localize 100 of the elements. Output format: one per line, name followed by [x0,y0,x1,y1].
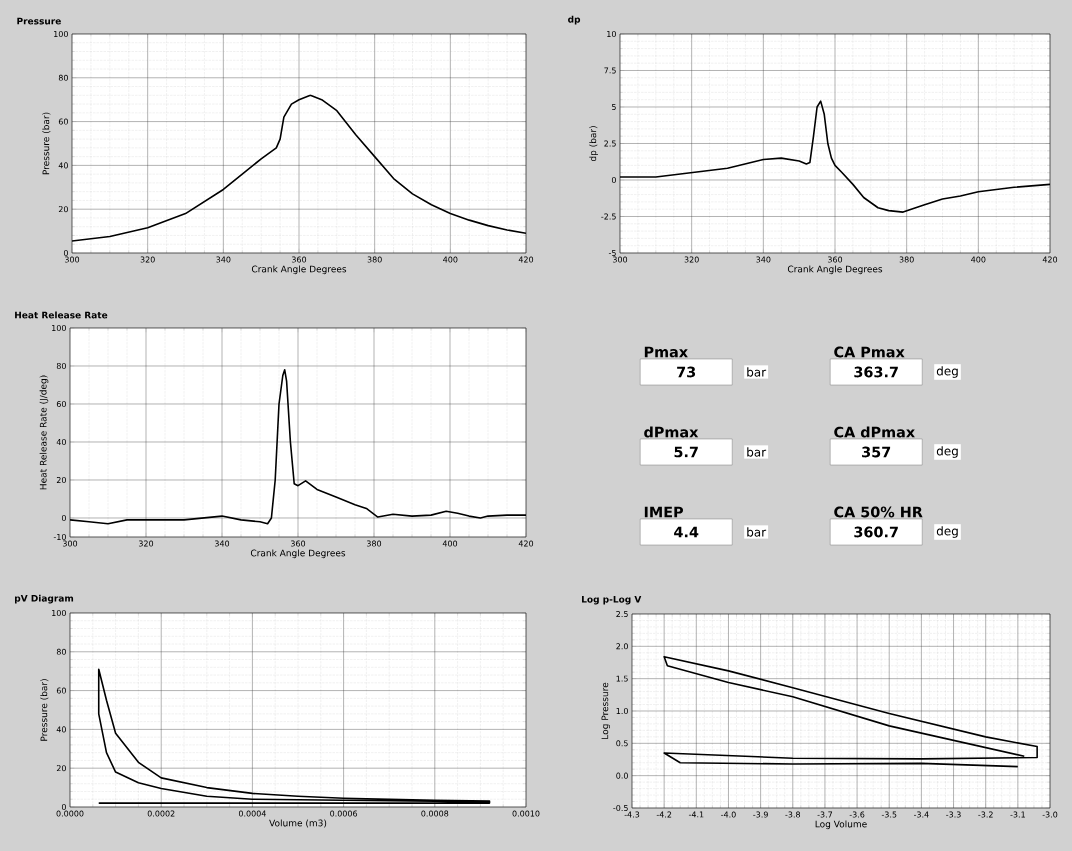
x-tick-label: -3.6 [849,811,865,818]
x-tick-label: -4.2 [656,811,672,818]
y-tick-label: 2.5 [616,610,628,618]
x-tick-label: 320 [684,256,699,263]
y-axis-title: dp (bar) [589,126,598,162]
x-tick-label: 0.0002 [147,810,175,817]
text: 73 [677,366,696,378]
x-tick-label: 340 [756,256,771,263]
x-tick-label: 340 [216,256,231,263]
x-tick-label: 320 [140,256,155,263]
text: deg [936,526,958,538]
x-tick-label: 300 [62,540,78,547]
x-tick-label: -3.9 [753,811,768,818]
y-tick-label: 100 [52,324,66,332]
y-tick-label: 2.5 [604,140,616,147]
chart-title: Pressure [17,17,61,25]
x-tick-label: 360 [290,540,306,547]
y-tick-label: -10 [53,533,66,541]
line-series [663,655,1038,768]
x-tick-label: 420 [1042,256,1058,263]
y-axis-title: Pressure (bar) [40,679,49,741]
x-tick-label: 380 [367,256,382,263]
x-axis-title: Volume (m3) [269,819,327,828]
y-tick-label: 60 [58,118,68,125]
line-series [97,668,491,804]
y-axis-title: Pressure (bar) [42,112,51,175]
x-tick-label: 360 [827,256,843,263]
x-tick-label: 400 [442,540,458,547]
x-tick-label: 420 [518,256,534,263]
y-tick-label: 20 [56,476,66,484]
text: deg [936,366,958,378]
y-tick-label: 20 [58,206,68,213]
y-tick-label: 0.5 [616,740,628,747]
text: 360.7 [854,526,898,538]
x-tick-label: -3.5 [881,811,897,818]
y-tick-label: -2.5 [601,213,616,220]
y-tick-label: 0 [61,514,66,522]
y-tick-label: 0 [63,249,68,257]
text: bar [747,447,767,457]
y-tick-label: 2.0 [616,643,628,650]
text: 4.4 [674,526,699,538]
text: bar [747,367,767,377]
text: bar [747,527,767,537]
x-tick-label: 380 [899,256,914,263]
text: 363.7 [854,366,898,378]
y-tick-label: 40 [56,438,66,446]
x-tick-label: -4.1 [688,811,704,818]
y-tick-label: 40 [56,726,66,733]
y-tick-label: -5 [608,250,616,256]
text: 5.7 [674,446,698,458]
text: 357 [862,446,891,458]
text: CA 50% HR [834,506,923,518]
x-tick-label: 0.0008 [421,810,449,817]
y-axis-title: Log Pressure [601,682,610,739]
chart-title: Heat Release Rate [15,311,108,319]
chart-title: pV Diagram [15,594,74,604]
x-tick-label: -3.2 [978,811,993,818]
x-tick-label: 0.0010 [512,810,540,817]
x-tick-label: -3.8 [785,811,801,818]
y-tick-label: 1.0 [616,707,628,715]
y-tick-label: 5 [611,104,616,110]
x-tick-label: -3.0 [1042,811,1058,818]
chart-title: Log p-Log V [582,595,642,605]
text: Pmax [644,346,688,358]
y-tick-label: 60 [56,687,66,694]
x-tick-label: 340 [214,540,230,547]
x-tick-label: 0.0000 [56,810,84,817]
y-tick-label: -0.5 [613,804,628,812]
text: CA Pmax [834,346,905,358]
x-tick-label: 300 [64,256,80,263]
y-tick-label: 100 [54,30,68,38]
x-tick-label: 0.0004 [238,810,266,817]
x-tick-label: -3.3 [946,811,961,818]
x-tick-label: -4.3 [624,811,640,818]
y-tick-label: 0 [611,176,616,184]
y-axis-title: Heat Release Rate (J/deg) [39,375,49,490]
chart-title: dp [568,15,581,25]
x-tick-label: 420 [518,540,534,547]
x-tick-label: -3.1 [1010,811,1025,818]
y-tick-label: 20 [56,765,66,772]
x-axis-title: Crank Angle Degrees [787,265,883,275]
y-tick-label: 1.5 [616,675,628,682]
x-axis-title: Log Volume [815,820,867,830]
x-tick-label: 320 [138,540,154,547]
text: deg [936,446,958,458]
x-axis-title: Crank Angle Degrees [250,549,346,559]
x-tick-label: 360 [291,256,307,263]
y-tick-label: 80 [56,362,66,370]
x-tick-label: 400 [443,256,458,263]
x-tick-label: -4.0 [721,811,736,818]
x-axis-title: Crank Angle Degrees [251,265,347,275]
y-tick-label: 80 [58,74,68,81]
x-tick-label: 380 [366,540,382,547]
text: dPmax [644,426,699,438]
y-tick-label: 80 [56,648,66,655]
y-tick-label: 0.0 [616,772,628,779]
text: CA dPmax [834,426,915,438]
y-tick-label: 60 [56,400,66,408]
y-tick-label: 100 [52,609,66,617]
x-tick-label: 400 [971,256,986,263]
